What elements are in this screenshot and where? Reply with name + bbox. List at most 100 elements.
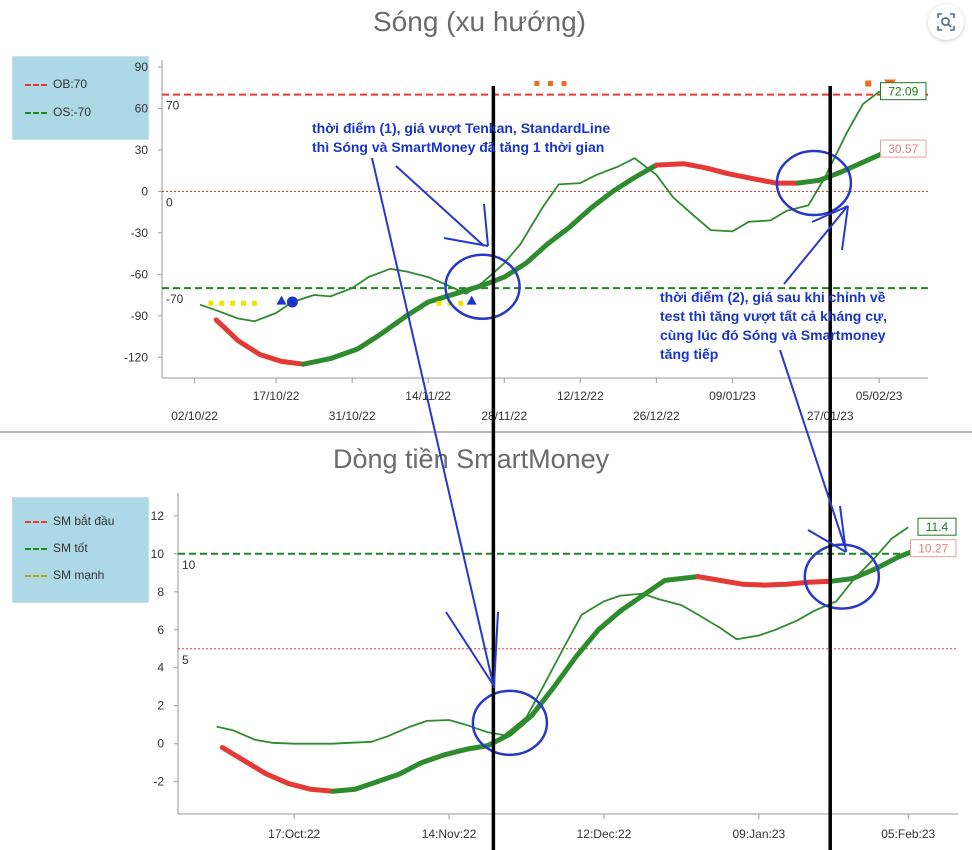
x-tick-label-smartmoney: 12:Dec:22 xyxy=(577,827,632,841)
x-tick-label-smartmoney: 14:Nov:22 xyxy=(422,827,477,841)
y-tick-label-song: 30 xyxy=(135,143,149,157)
x-tick-label-song: 09/01/23 xyxy=(709,389,756,403)
series-thin-line-smartmoney xyxy=(216,526,909,745)
y-tick-label-smartmoney: 8 xyxy=(157,585,164,599)
y-tick-label-smartmoney: 2 xyxy=(157,699,164,713)
y-tick-label-smartmoney: -2 xyxy=(153,775,164,789)
annotation-arrow xyxy=(493,611,499,687)
highlight-circle-smartmoney xyxy=(803,543,881,610)
annotation-line: thời điểm (1), giá vượt Tenkan, Standard… xyxy=(312,120,610,136)
marker-dash-song xyxy=(865,80,872,87)
legend-item-sm-good[interactable]: SM tốt xyxy=(25,541,88,555)
annotation-line: cùng lúc đó Sóng và Smartmoney xyxy=(660,327,886,343)
y-tick-label-smartmoney: 4 xyxy=(157,661,164,675)
end-value-text-song: 30.57 xyxy=(888,142,918,156)
legend-swatch-sm-good xyxy=(25,547,47,550)
end-value-box-song xyxy=(880,82,927,101)
series-thick-segment-song xyxy=(213,317,306,367)
legend-swatch-ob xyxy=(25,83,47,86)
marker-triangle-up-song xyxy=(276,295,287,305)
chart-title-song: Sóng (xu hướng) xyxy=(373,6,586,37)
legend-label-sm-start: SM bắt đầu xyxy=(53,514,115,528)
annotation-line: thì Sóng và SmartMoney đã tăng 1 thời gi… xyxy=(312,139,604,155)
marker-dash-song xyxy=(458,300,464,306)
marker-circle-song xyxy=(286,296,298,308)
y-tick-label-smartmoney: 6 xyxy=(157,623,164,637)
end-value-label-song: 72.09 xyxy=(880,82,927,101)
chart-smartmoney: 12 10 8 6 4 2 0 -2 17:Oct:22 14:Nov:22 12:Dec:22 09… xyxy=(151,493,958,841)
x-tick-label-smartmoney: 09:Jan:23 xyxy=(732,827,785,841)
highlight-circle-song xyxy=(775,149,853,217)
annotation-arrow xyxy=(443,237,489,247)
annotation-line: tăng tiếp xyxy=(660,346,718,362)
marker-triangle-up-song xyxy=(466,295,477,305)
reference-label-song: 0 xyxy=(166,195,173,209)
reference-label-song: 70 xyxy=(166,99,180,113)
end-value-text-song: 72.09 xyxy=(888,85,918,99)
y-tick-label-smartmoney: 0 xyxy=(157,737,164,751)
legend-item-sm-strong[interactable]: SM mạnh xyxy=(25,568,104,582)
y-tick-label-song: -90 xyxy=(131,309,149,323)
legend-item-sm-start[interactable]: SM bắt đầu xyxy=(25,514,114,528)
scan-search-icon[interactable] xyxy=(928,4,964,40)
marker-dash-song xyxy=(240,300,246,306)
scan-search-icon-glyph xyxy=(937,13,955,31)
legend-swatch-sm-start xyxy=(25,520,47,523)
highlight-circle-song xyxy=(444,253,521,320)
y-tick-label-smartmoney: 10 xyxy=(151,547,165,561)
marker-dash-song xyxy=(534,81,540,87)
end-value-label-smartmoney: 11.4 xyxy=(917,517,957,536)
x-tick-label-song: 17/10/22 xyxy=(253,389,300,403)
legend-label-ob: OB:70 xyxy=(53,77,88,91)
annotation-arrow xyxy=(839,505,847,553)
annotation-arrow xyxy=(841,205,849,251)
marker-dash-song xyxy=(219,300,225,306)
legend-label-sm-good: SM tốt xyxy=(53,541,88,555)
annotation-arrow xyxy=(811,205,849,223)
series-thick-segment-song xyxy=(300,162,659,367)
y-tick-label-song: 0 xyxy=(141,184,148,198)
series-thick-segment-smartmoney xyxy=(695,574,834,588)
annotation-arrow xyxy=(779,349,847,551)
x-tick-label-song: 02/10/22 xyxy=(171,409,218,423)
end-value-box-song xyxy=(880,139,927,158)
marker-dash-song xyxy=(547,81,553,87)
end-value-label-smartmoney: 10.27 xyxy=(910,539,957,558)
y-tick-label-smartmoney: 12 xyxy=(151,509,165,523)
end-value-box-smartmoney xyxy=(917,517,957,536)
annotation-line: test thì tăng vượt tất cả kháng cự, xyxy=(660,308,887,324)
legend-swatch-os xyxy=(25,111,47,114)
reference-label-smartmoney: 10 xyxy=(182,558,196,572)
x-tick-label-song: 26/12/22 xyxy=(633,409,680,423)
annotation-arrow xyxy=(783,207,847,285)
highlight-circle-smartmoney xyxy=(471,689,549,757)
y-tick-label-song: 60 xyxy=(135,101,149,115)
annotation-text: thời điểm (1), giá vượt Tenkan, Standard… xyxy=(312,120,610,155)
x-tick-label-song: 05/02/23 xyxy=(856,389,903,403)
annotation-text: thời điểm (2), giá sau khi chỉnh về test … xyxy=(660,289,887,362)
reference-label-smartmoney: 5 xyxy=(182,653,189,667)
y-tick-label-song: -120 xyxy=(124,350,148,364)
series-thick-segment-smartmoney xyxy=(330,574,701,794)
legend-smartmoney: SM bắt đầu SM tốt SM mạnh xyxy=(12,497,149,603)
annotation-arrow xyxy=(807,529,847,553)
end-value-text-smartmoney: 10.27 xyxy=(918,542,948,556)
x-tick-label-smartmoney: 05:Feb:23 xyxy=(881,827,935,841)
x-tick-label-song: 28/11/22 xyxy=(481,409,527,423)
end-value-box-smartmoney xyxy=(910,539,957,558)
marker-dash-song xyxy=(561,81,567,87)
marker-dash-song xyxy=(230,300,236,306)
annotation-arrow xyxy=(445,611,495,687)
legend-item-os[interactable]: OS:-70 xyxy=(25,105,91,119)
x-tick-label-song: 31/10/22 xyxy=(329,409,376,423)
legend-label-sm-strong: SM mạnh xyxy=(53,568,105,582)
x-tick-label-song: 14/11/22 xyxy=(405,389,451,403)
legend-item-ob[interactable]: OB:70 xyxy=(25,77,87,91)
reference-label-song: -70 xyxy=(166,292,184,306)
legend-song: OB:70 OS:-70 xyxy=(12,56,149,140)
annotation-arrow xyxy=(371,157,495,689)
chart-title-smartmoney: Dòng tiền SmartMoney xyxy=(333,444,610,474)
annotation-line: thời điểm (2), giá sau khi chỉnh về xyxy=(660,289,886,305)
